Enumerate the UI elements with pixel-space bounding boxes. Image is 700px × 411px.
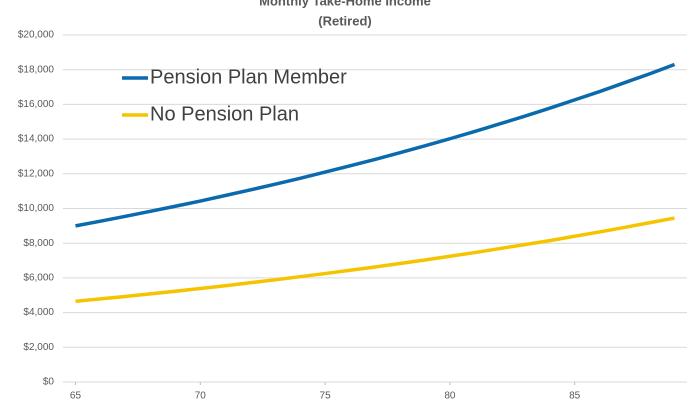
- x-tick-label: 80: [444, 391, 456, 402]
- y-tick-label: $4,000: [23, 307, 54, 318]
- y-tick-label: $16,000: [18, 99, 55, 110]
- legend-label: Pension Plan Member: [150, 66, 347, 88]
- chart-subtitle: (Retired): [318, 13, 371, 28]
- y-tick-label: $10,000: [18, 203, 55, 214]
- y-tick-label: $8,000: [23, 238, 54, 249]
- y-tick-label: $18,000: [18, 64, 55, 75]
- y-tick-label: $20,000: [18, 30, 55, 41]
- y-tick-label: $12,000: [18, 168, 55, 179]
- x-tick-label: 65: [70, 391, 82, 402]
- legend-label: No Pension Plan: [150, 103, 299, 125]
- x-tick-label: 70: [195, 391, 207, 402]
- y-tick-label: $6,000: [23, 273, 54, 284]
- series-line: [75, 62, 676, 228]
- y-tick-label: $2,000: [23, 342, 54, 353]
- y-tick-label: $0: [43, 377, 55, 388]
- x-tick-label: 85: [569, 391, 581, 402]
- chart-title: Monthly Take-Home Income: [259, 0, 431, 8]
- series-line: [75, 216, 675, 304]
- x-tick-label: 75: [320, 391, 332, 402]
- y-tick-label: $14,000: [18, 134, 55, 145]
